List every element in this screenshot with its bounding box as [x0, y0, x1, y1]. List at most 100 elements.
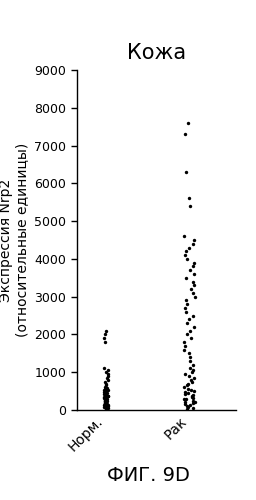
Point — [185, 402, 189, 410]
Point — [190, 392, 194, 400]
Point — [184, 248, 188, 256]
Point — [186, 389, 190, 397]
Point — [191, 391, 195, 399]
Point — [189, 285, 193, 293]
Point — [186, 403, 190, 411]
Point — [184, 168, 188, 176]
Point — [182, 346, 186, 354]
Point — [102, 364, 106, 372]
Point — [104, 394, 108, 402]
Point — [102, 394, 106, 402]
Point — [103, 405, 108, 413]
Point — [189, 334, 193, 342]
Point — [186, 380, 190, 388]
Point — [106, 370, 110, 378]
Point — [183, 398, 187, 406]
Point — [188, 202, 192, 210]
Point — [103, 384, 107, 392]
Point — [185, 382, 189, 390]
Point — [184, 308, 188, 316]
Title: Кожа: Кожа — [127, 43, 186, 63]
Point — [103, 330, 107, 338]
Point — [102, 386, 106, 394]
Point — [102, 390, 106, 398]
Point — [187, 350, 191, 358]
Point — [103, 393, 107, 401]
Point — [192, 258, 196, 266]
Point — [183, 388, 187, 396]
Point — [184, 296, 188, 304]
Point — [106, 392, 110, 400]
Point — [185, 255, 189, 263]
Point — [104, 368, 109, 376]
Point — [186, 316, 190, 324]
Point — [103, 391, 107, 399]
Point — [183, 304, 187, 312]
Y-axis label: Экспрессия Nrp2
(относительные единицы): Экспрессия Nrp2 (относительные единицы) — [0, 143, 29, 337]
Point — [103, 399, 107, 407]
Point — [187, 372, 191, 380]
Point — [103, 385, 107, 393]
Point — [191, 399, 195, 407]
Point — [188, 402, 192, 409]
Point — [192, 282, 196, 290]
Point — [190, 368, 194, 376]
Point — [182, 338, 186, 346]
Point — [190, 366, 195, 374]
Point — [103, 398, 107, 406]
Point — [182, 394, 186, 402]
Point — [104, 388, 108, 396]
Point — [106, 392, 110, 400]
Point — [183, 384, 187, 392]
Point — [106, 400, 110, 408]
Point — [182, 232, 186, 240]
Point — [191, 278, 195, 285]
Point — [106, 376, 110, 384]
Point — [104, 398, 108, 406]
Point — [104, 380, 108, 388]
Point — [192, 270, 196, 278]
Point — [192, 236, 196, 244]
Point — [103, 400, 107, 407]
Point — [191, 404, 196, 412]
Point — [187, 194, 191, 202]
Point — [103, 396, 107, 404]
Point — [104, 398, 109, 406]
Point — [104, 394, 109, 402]
Point — [102, 401, 106, 409]
Point — [105, 374, 109, 382]
Point — [104, 382, 108, 390]
Point — [105, 402, 109, 409]
Point — [185, 300, 189, 308]
Point — [184, 274, 188, 282]
Point — [188, 266, 192, 274]
Point — [104, 404, 109, 411]
Point — [183, 130, 187, 138]
Point — [102, 334, 106, 342]
Point — [104, 398, 108, 406]
Point — [185, 319, 189, 327]
Point — [102, 402, 106, 410]
Point — [104, 387, 108, 395]
Point — [191, 289, 195, 297]
Point — [185, 330, 189, 338]
Point — [188, 326, 192, 334]
Point — [103, 395, 107, 403]
Point — [102, 397, 106, 405]
Point — [191, 240, 195, 248]
Point — [191, 394, 195, 402]
Point — [185, 405, 189, 413]
Text: ФИГ. 9D: ФИГ. 9D — [107, 466, 190, 485]
Point — [183, 370, 187, 378]
Point — [190, 393, 194, 401]
Point — [191, 396, 195, 404]
Point — [103, 400, 107, 408]
Point — [105, 396, 109, 404]
Point — [105, 404, 109, 412]
Point — [193, 398, 197, 406]
Point — [183, 390, 187, 398]
Point — [192, 387, 196, 395]
Point — [189, 386, 193, 394]
Point — [105, 390, 109, 398]
Point — [183, 342, 187, 350]
